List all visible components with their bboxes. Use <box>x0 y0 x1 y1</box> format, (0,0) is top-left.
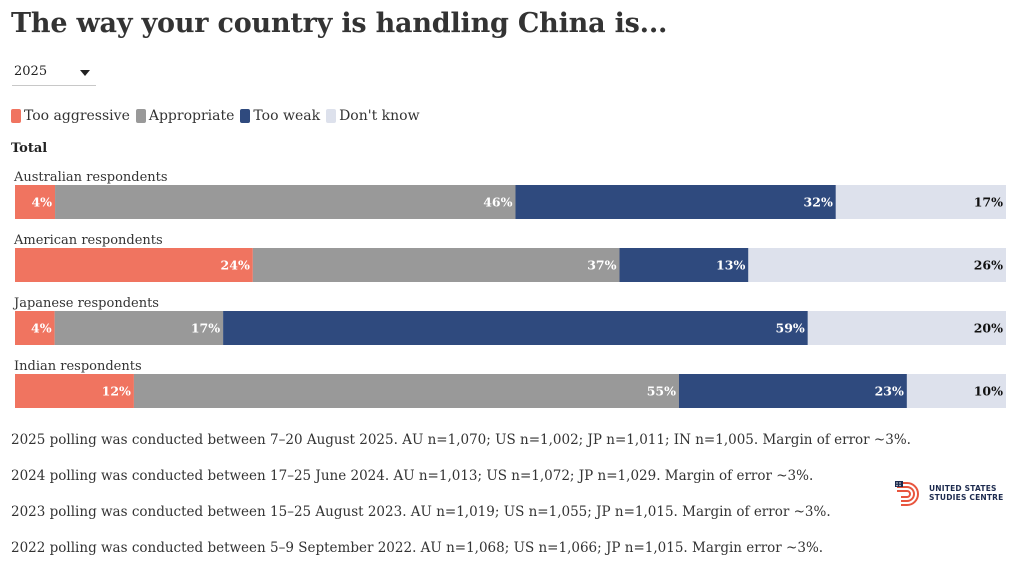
legend-label: Don't know <box>339 108 420 124</box>
legend-swatch <box>326 109 337 123</box>
legend-swatch <box>11 109 21 123</box>
bar-segment-too-aggressive[interactable] <box>15 374 134 408</box>
data-label: 59% <box>776 321 805 336</box>
row-label: Australian respondents <box>13 170 168 185</box>
bar-segment-appropriate[interactable] <box>55 185 516 219</box>
data-label: 24% <box>221 258 250 273</box>
legend-item-don-t-know[interactable]: Don't know <box>326 108 420 124</box>
bar-segment-too-aggressive[interactable] <box>15 185 56 219</box>
logo-line-2: STUDIES CENTRE <box>929 493 1004 502</box>
legend-swatch <box>240 109 251 123</box>
data-label: 20% <box>974 321 1003 336</box>
row-label: American respondents <box>13 233 163 248</box>
footnote-2024: 2024 polling was conducted between 17–25… <box>11 468 814 484</box>
bar-segment-too-weak[interactable] <box>223 311 808 345</box>
bar-segment-too-weak[interactable] <box>678 374 907 408</box>
data-label: 32% <box>804 195 833 210</box>
data-label: 4% <box>31 195 52 210</box>
bar-segment-dont-know[interactable] <box>748 248 1006 282</box>
data-label: 12% <box>102 384 131 399</box>
legend: Too aggressive Appropriate Too weak Don't k… <box>11 108 426 124</box>
legend-item-too-aggressive[interactable]: Too aggressive <box>11 108 130 124</box>
row-label: Japanese respondents <box>12 296 159 311</box>
year-dropdown[interactable]: 2025 <box>12 61 96 86</box>
chart-title: The way your country is handling China i… <box>11 8 668 39</box>
bar-segment-too-aggressive[interactable] <box>15 248 253 282</box>
data-label: 55% <box>647 384 676 399</box>
data-label: 13% <box>716 258 745 273</box>
chevron-down-icon <box>80 70 90 76</box>
data-label: 23% <box>875 384 904 399</box>
footnote-2023: 2023 polling was conducted between 15–25… <box>11 504 831 520</box>
bar-segment-appropriate[interactable] <box>54 311 224 345</box>
data-label: 46% <box>483 195 512 210</box>
bar-segment-too-weak[interactable] <box>515 185 836 219</box>
logo-wordmark: UNITED STATES STUDIES CENTRE <box>929 484 1003 502</box>
legend-label: Appropriate <box>148 108 235 124</box>
footnote-2022: 2022 polling was conducted between 5–9 S… <box>11 540 824 556</box>
bar-segment-too-weak[interactable] <box>619 248 749 282</box>
bar-segment-appropriate[interactable] <box>252 248 620 282</box>
legend-swatch <box>135 109 146 123</box>
data-label: 17% <box>191 321 220 336</box>
year-dropdown-value: 2025 <box>14 64 48 79</box>
data-label: 26% <box>974 258 1003 273</box>
bar-segment-dont-know[interactable] <box>906 374 1006 408</box>
legend-label: Too weak <box>253 108 321 124</box>
legend-label: Too aggressive <box>24 108 130 124</box>
stacked-bar-chart: Australian respondents 4% 46% 32% 17% America… <box>12 170 1006 408</box>
ussc-logo: UNITED STATES STUDIES CENTRE <box>893 477 1008 509</box>
legend-item-appropriate[interactable]: Appropriate <box>135 108 235 124</box>
bar-segment-too-aggressive[interactable] <box>15 311 55 345</box>
data-label: 37% <box>587 258 616 273</box>
row-label: Indian respondents <box>14 359 142 374</box>
logo-line-1: UNITED STATES <box>929 484 997 493</box>
ussc-emblem-icon <box>895 481 919 506</box>
footnote-2025: 2025 polling was conducted between 7–20 … <box>11 432 911 448</box>
bar-segment-dont-know[interactable] <box>807 311 1006 345</box>
group-label: Total <box>11 141 48 156</box>
bar-segment-appropriate[interactable] <box>133 374 679 408</box>
data-label: 4% <box>31 321 52 336</box>
bar-segment-dont-know[interactable] <box>835 185 1006 219</box>
data-label: 10% <box>974 384 1003 399</box>
legend-item-too-weak[interactable]: Too weak <box>240 108 320 124</box>
data-label: 17% <box>974 195 1003 210</box>
